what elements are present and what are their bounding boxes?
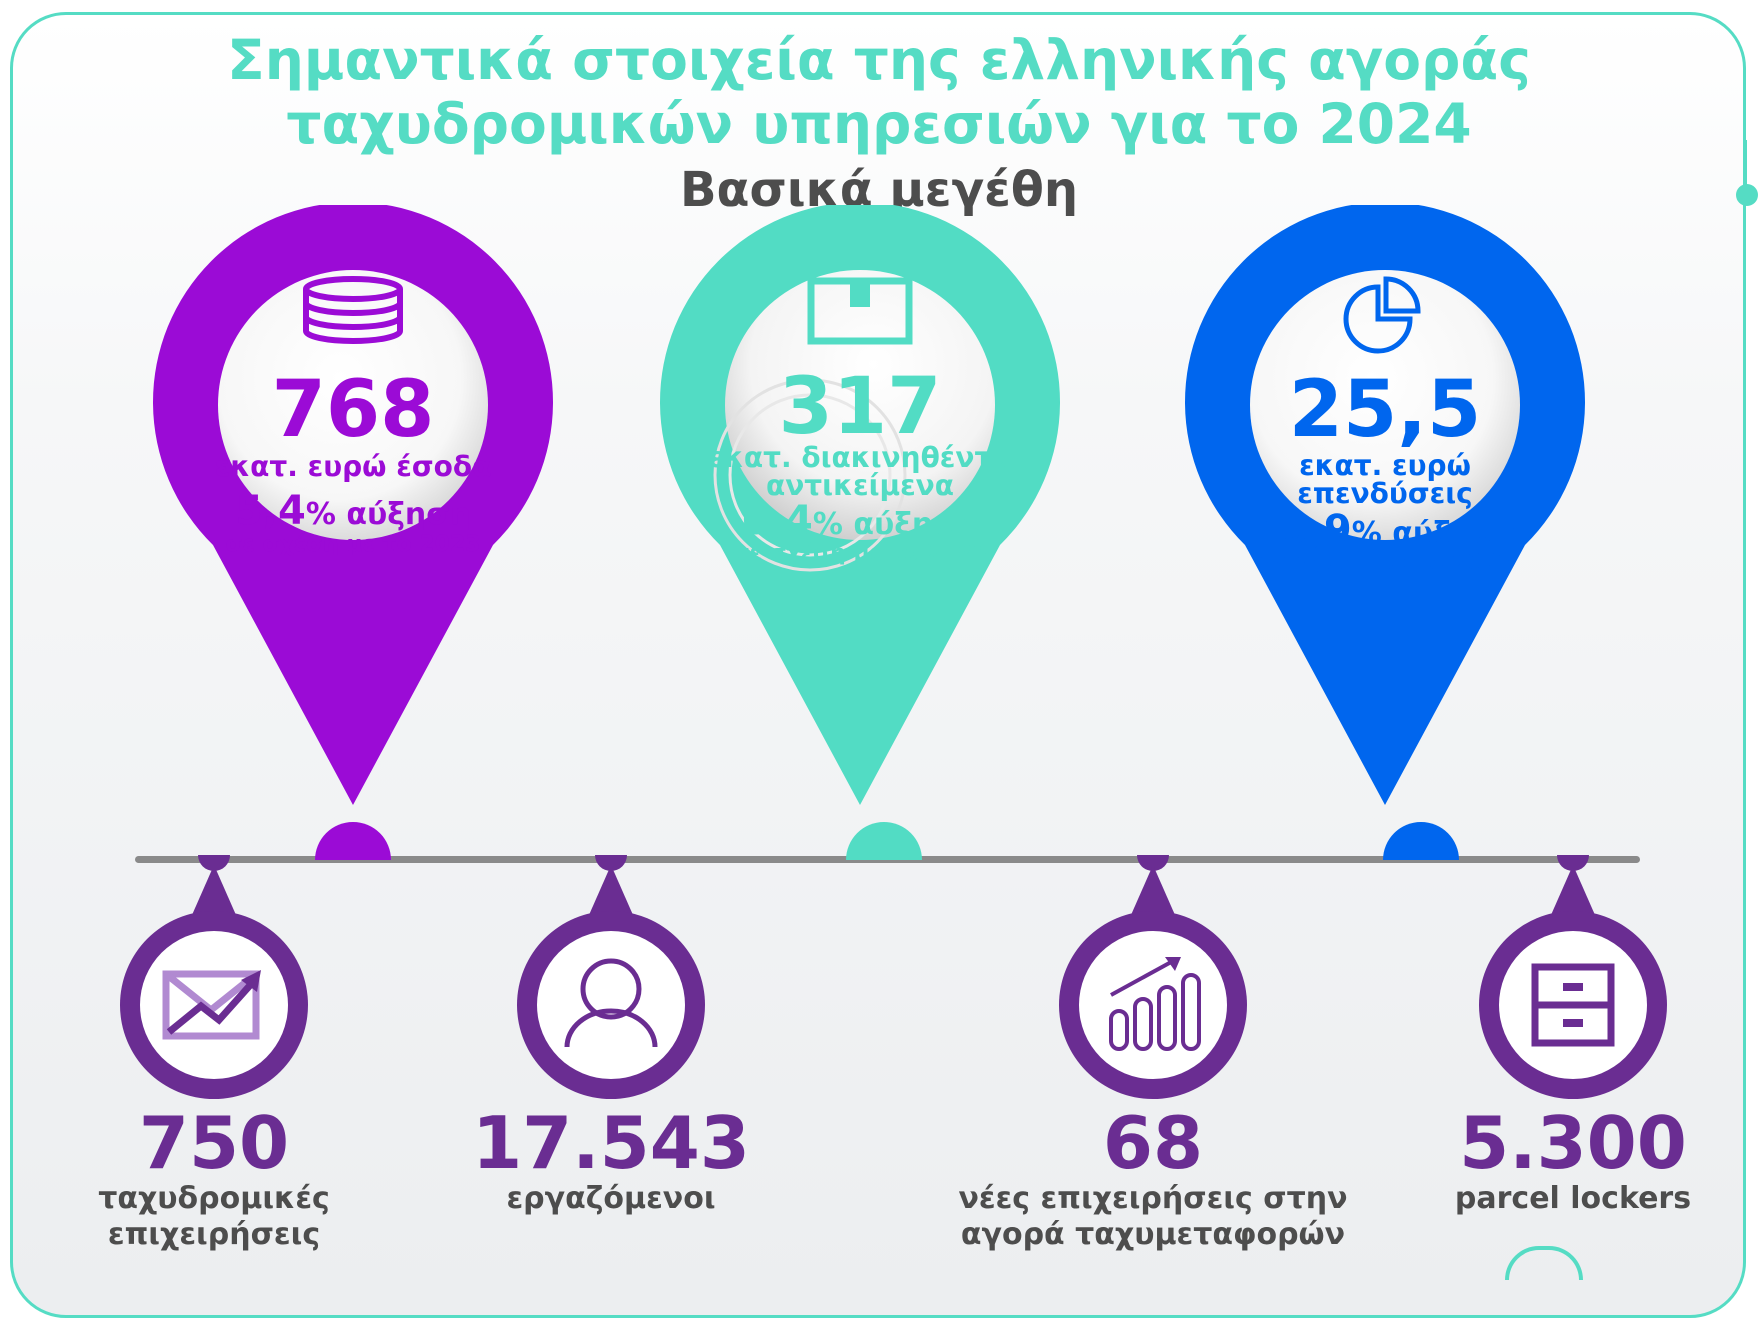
frame-dot [1736,184,1758,206]
title-line-1: Σημαντικά στοιχεία της ελληνικής αγοράς [227,28,1531,92]
mail-trend-icon [162,970,261,1040]
parcel-lockers-value: 5.300 [1459,1101,1687,1185]
new-courier-businesses-value: 68 [1102,1101,1204,1185]
title-line-2: ταχυδρομικών υπηρεσιών για το 2024 [286,92,1472,156]
database-icon [303,276,403,344]
investments-since: σε σχέση με το 2023 [1257,550,1513,575]
items-pin: 317 εκατ. διακινηθέντα αντικείμενα 0,4% … [660,205,1060,825]
investments-value: 25,5 [1288,365,1482,455]
items-value: 317 [778,362,942,452]
parcel-lockers-stat: 5.300 parcel lockers [1423,855,1723,1255]
items-since: σε σχέση με το 2023 [732,541,988,566]
items-label-line-2: αντικείμενα [766,469,954,502]
new-courier-businesses-label-line-2: αγορά ταχυμεταφορών [960,1217,1346,1252]
revenue-growth: 5,4% αύξηση [234,488,472,534]
investments-label-line-2: επενδύσεις [1297,477,1473,510]
new-courier-businesses-stat: 68 νέες επιχειρήσεις στην αγορά ταχυμετα… [958,855,1348,1255]
bar-growth-icon [1109,957,1201,1051]
businesses-stat: 750 ταχυδρομικές επιχειρήσεις [64,855,364,1255]
businesses-label-line-2: επιχειρήσεις [107,1217,321,1252]
investments-growth: 40,9% αύξηση [1253,507,1517,553]
person-icon [564,958,658,1048]
investments-label-line-1: εκατ. ευρώ [1299,449,1471,482]
revenue-label: εκατ. ευρώ έσοδα [214,450,492,483]
businesses-value: 750 [138,1101,290,1185]
parcel-locker-icon [1531,963,1615,1047]
pie-chart-icon [1343,276,1421,354]
investments-pin: 25,5 εκατ. ευρώ επενδύσεις 40,9% αύξηση … [1185,205,1585,825]
items-growth: 0,4% αύξηση [741,498,979,544]
revenue-pin: 768 εκατ. ευρώ έσοδα 5,4% αύξηση σε σχέσ… [153,205,553,825]
employees-value: 17.543 [472,1101,750,1185]
new-courier-businesses-label-line-1: νέες επιχειρήσεις στην [958,1181,1348,1216]
package-box-icon [807,277,913,345]
employees-stat: 17.543 εργαζόμενοι [461,855,761,1255]
employees-label: εργαζόμενοι [506,1181,716,1216]
revenue-value: 768 [271,365,435,455]
frame-connector [1744,140,1747,186]
parcel-lockers-label: parcel lockers [1454,1181,1692,1216]
businesses-label-line-1: ταχυδρομικές [98,1181,330,1216]
items-label-line-1: εκατ. διακινηθέντα [708,441,1012,474]
revenue-since: σε σχέση με το 2023 [225,532,481,557]
